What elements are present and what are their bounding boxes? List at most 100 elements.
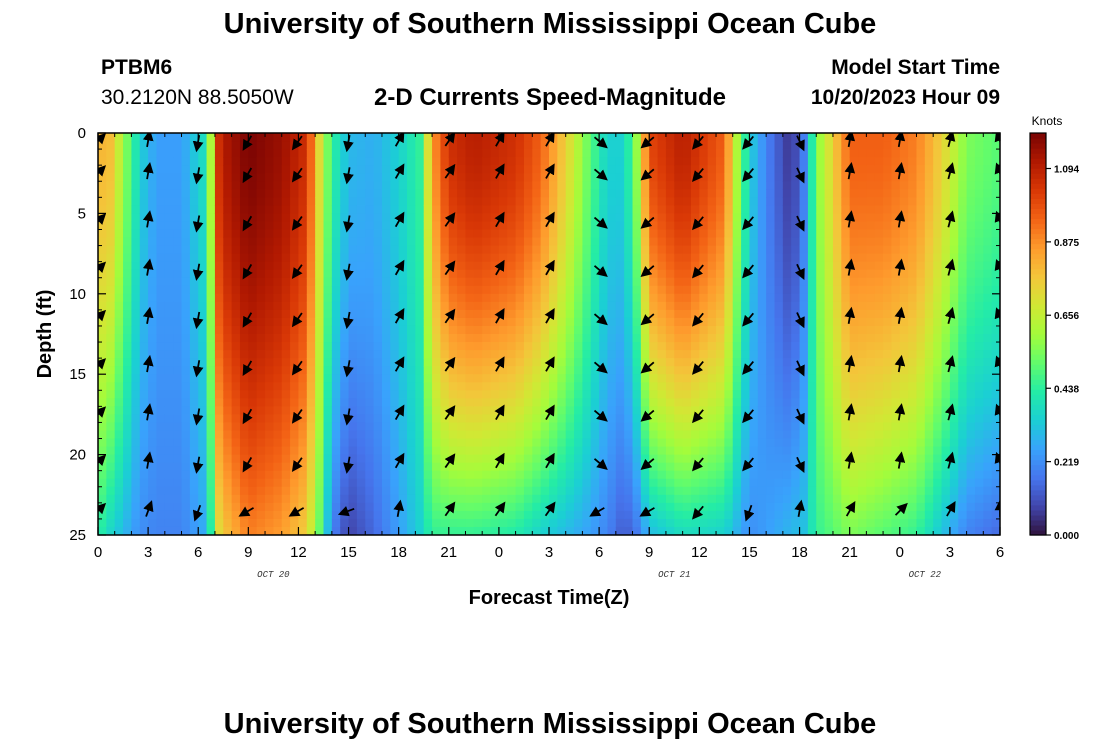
heatmap-cell: [148, 317, 158, 327]
heatmap-cell: [624, 470, 634, 480]
heatmap-cell: [924, 317, 934, 327]
heatmap-cell: [557, 390, 567, 399]
heatmap-cell: [741, 390, 751, 399]
heatmap-cell: [866, 478, 876, 488]
heatmap-cell: [181, 229, 191, 239]
station-id: PTBM6: [101, 56, 173, 79]
heatmap-cell: [716, 325, 725, 335]
heatmap-cell: [498, 269, 508, 279]
heatmap-cell: [557, 422, 567, 432]
heatmap-cell: [816, 398, 826, 407]
heatmap-cell: [390, 422, 400, 432]
heatmap-cell: [599, 277, 609, 287]
heatmap-cell: [766, 245, 776, 255]
heatmap-cell: [273, 285, 283, 295]
heatmap-cell: [290, 518, 300, 528]
heatmap-cell: [432, 366, 442, 375]
heatmap-cell: [331, 325, 341, 335]
heatmap-cell: [407, 494, 416, 504]
heatmap-cell: [507, 245, 517, 255]
heatmap-cell: [924, 213, 934, 223]
heatmap-cell: [239, 325, 249, 335]
heatmap-cell: [415, 382, 425, 391]
heatmap-cell: [432, 133, 442, 142]
heatmap-cell: [899, 462, 909, 472]
heatmap-cell: [457, 510, 467, 520]
heatmap-cell: [398, 510, 408, 520]
heatmap-cell: [782, 390, 792, 399]
heatmap-cell: [849, 390, 859, 399]
heatmap-cell: [348, 173, 358, 182]
heatmap-cell: [214, 245, 224, 255]
heatmap-cell: [908, 374, 918, 383]
heatmap-cell: [265, 342, 274, 351]
heatmap-cell: [482, 366, 492, 375]
heatmap-cell: [148, 197, 158, 206]
heatmap-cell: [390, 406, 400, 415]
heatmap-cell: [649, 253, 659, 263]
heatmap-cell: [615, 173, 625, 182]
heatmap-cell: [523, 494, 533, 504]
heatmap-cell: [457, 221, 467, 231]
heatmap-cell: [582, 358, 592, 367]
heatmap-cell: [198, 358, 208, 367]
heatmap-cell: [824, 462, 834, 472]
heatmap-cell: [690, 245, 700, 255]
heatmap-cell: [749, 229, 759, 239]
heatmap-cell: [824, 277, 834, 287]
heatmap-cell: [156, 293, 166, 303]
heatmap-cell: [490, 189, 500, 198]
heatmap-cell: [423, 422, 433, 432]
heatmap-cell: [565, 518, 575, 528]
heatmap-cell: [432, 446, 442, 456]
heatmap-cell: [891, 269, 901, 279]
heatmap-cell: [340, 197, 350, 206]
heatmap-cell: [223, 149, 233, 158]
heatmap-cell: [791, 269, 801, 279]
heatmap-cell: [858, 486, 867, 496]
heatmap-cell: [883, 229, 893, 239]
heatmap-cell: [774, 446, 784, 456]
heatmap-cell: [432, 398, 442, 407]
heatmap-cell: [766, 173, 776, 182]
heatmap-cell: [457, 446, 467, 456]
heatmap-cell: [540, 221, 550, 231]
heatmap-cell: [590, 374, 600, 383]
heatmap-cell: [156, 518, 166, 528]
heatmap-cell: [348, 213, 358, 223]
heatmap-cell: [640, 446, 650, 456]
heatmap-cell: [791, 325, 801, 335]
heatmap-cell: [340, 229, 350, 239]
heatmap-cell: [156, 374, 166, 383]
heatmap-cell: [741, 494, 751, 504]
heatmap-cell: [473, 390, 483, 399]
heatmap-cell: [498, 422, 508, 432]
heatmap-cell: [206, 406, 216, 415]
heatmap-cell: [331, 269, 341, 279]
heatmap-cell: [315, 398, 325, 407]
heatmap-cell: [181, 526, 191, 535]
heatmap-cell: [256, 390, 266, 399]
heatmap-cell: [173, 197, 183, 206]
heatmap-cell: [114, 157, 124, 166]
heatmap-cell: [331, 285, 341, 295]
heatmap-cell: [298, 422, 308, 432]
heatmap-cell: [540, 301, 550, 311]
heatmap-cell: [874, 229, 884, 239]
heatmap-cell: [156, 133, 166, 142]
heatmap-cell: [139, 446, 149, 456]
heatmap-cell: [515, 414, 525, 424]
heatmap-cell: [883, 157, 893, 166]
heatmap-cell: [824, 502, 834, 512]
heatmap-cell: [198, 382, 208, 391]
heatmap-cell: [131, 157, 141, 166]
heatmap-cell: [473, 526, 483, 535]
heatmap-cell: [515, 277, 525, 287]
heatmap-cell: [858, 494, 867, 504]
heatmap-cell: [599, 205, 609, 214]
heatmap-cell: [173, 245, 183, 255]
heatmap-cell: [365, 285, 375, 295]
heatmap-cell: [482, 189, 492, 198]
heatmap-cell: [473, 173, 483, 182]
